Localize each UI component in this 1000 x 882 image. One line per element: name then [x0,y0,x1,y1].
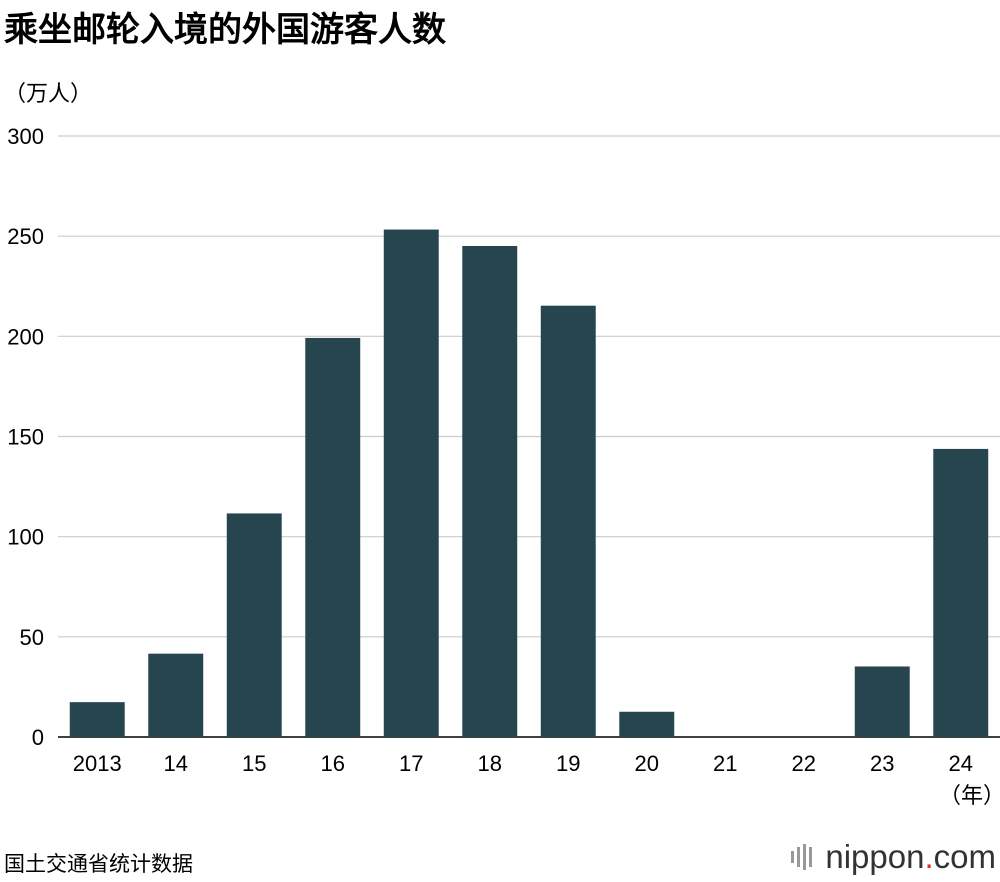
bar-24 [933,448,989,737]
x-tick-label: 16 [321,751,345,776]
logo-mark-icon [791,844,813,870]
x-tick-label: 18 [478,751,502,776]
x-tick-label: 22 [792,751,816,776]
y-axis-unit-label: （万人） [4,82,93,107]
y-tick-label: 0 [32,725,44,750]
source-note: 国土交通省统计数据 [4,852,193,876]
x-tick-label: 20 [635,751,659,776]
y-tick-label: 50 [20,625,44,650]
x-tick-label: 17 [399,751,423,776]
x-tick-labels: 2013 14 15 16 17 18 19 20 21 22 23 24 [73,751,973,776]
bars [69,229,989,737]
bar-19 [540,305,596,737]
x-tick-label: 21 [713,751,737,776]
nippon-logo: nippon. com [791,838,996,876]
x-tick-label: 15 [242,751,266,776]
x-tick-label: 23 [870,751,894,776]
logo-dot: . [924,838,934,875]
x-tick-label: 19 [556,751,580,776]
y-tick-label: 300 [7,124,44,149]
chart-title: 乘坐邮轮入境的外国游客人数 [4,10,446,50]
logo-name: nippon [825,838,925,875]
bar-2013 [69,702,125,737]
x-axis-unit-label: （年） [939,783,1000,808]
bar-18 [462,245,518,737]
y-tick-label: 250 [7,224,44,249]
bar-14 [148,653,204,737]
bar-23 [854,666,910,737]
bar-15 [226,513,282,737]
y-tick-label: 200 [7,324,44,349]
bar-20 [619,711,675,737]
bar-17 [383,229,439,737]
y-tick-labels: 0 50 100 150 200 250 300 [7,124,44,750]
x-tick-label: 2013 [73,751,122,776]
x-tick-label: 24 [949,751,973,776]
logo-suffix: com [933,838,996,875]
y-tick-label: 100 [7,525,44,550]
y-tick-label: 150 [7,425,44,450]
bar-16 [305,337,361,737]
x-tick-label: 14 [164,751,188,776]
gridlines [58,135,1000,738]
